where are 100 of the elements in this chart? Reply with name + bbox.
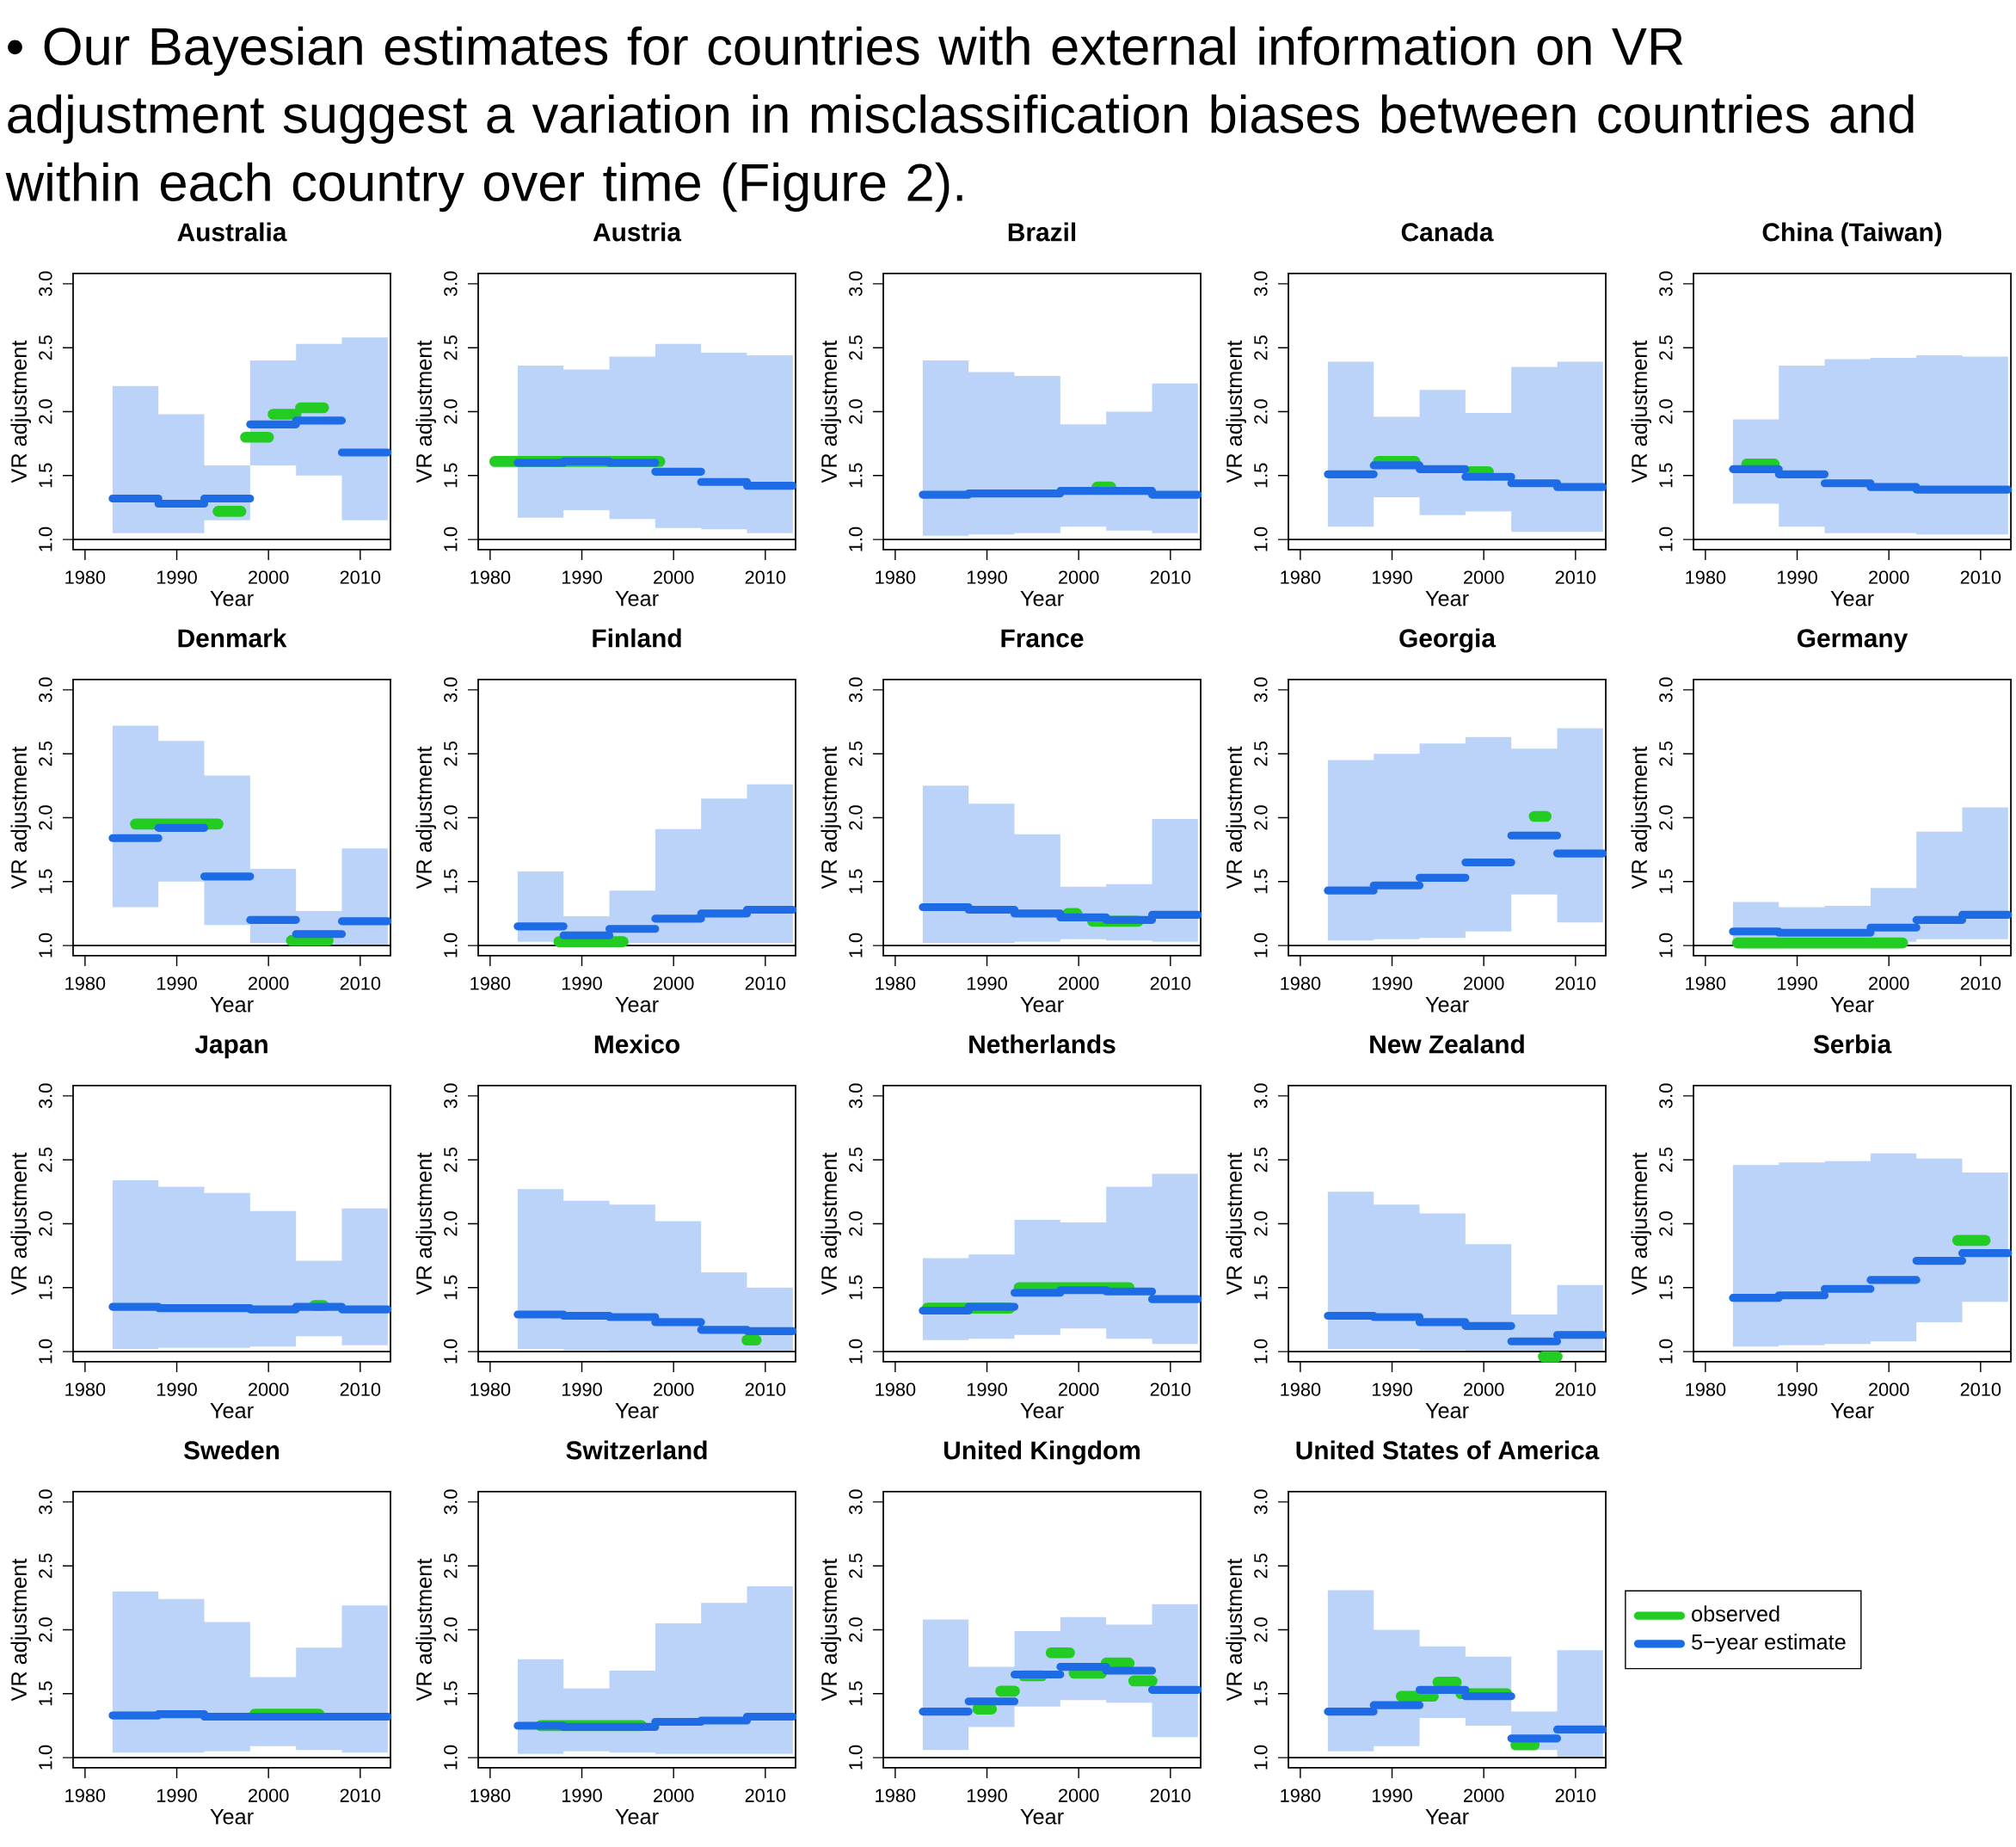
y-tick-label: 3.0 (39, 677, 52, 703)
chart-title: Austria (593, 222, 682, 242)
x-tick-label: 2000 (249, 1789, 289, 1802)
x-tick-label: 2010 (745, 1789, 786, 1802)
y-tick-label: 1.0 (444, 526, 458, 551)
y-axis-title: VR adjustment (1226, 340, 1247, 483)
y-tick-label: 1.5 (39, 1275, 52, 1300)
y-axis-title: VR adjustment (415, 746, 437, 890)
y-axis-title: VR adjustment (1226, 1152, 1247, 1296)
x-tick-label: 1990 (562, 1789, 602, 1802)
y-tick-label: 1.5 (1254, 1275, 1268, 1300)
x-tick-label: 1990 (967, 570, 1007, 584)
chart-title: China (Taiwan) (1762, 222, 1942, 247)
y-axis-title: VR adjustment (10, 1152, 32, 1296)
y-axis-title: VR adjustment (415, 340, 437, 483)
x-tick-label: 1990 (1777, 1382, 1817, 1396)
x-axis-title: Year (615, 1402, 659, 1419)
y-tick-label: 1.0 (39, 526, 52, 551)
y-tick-label: 1.0 (849, 933, 863, 957)
y-tick-label: 3.0 (1659, 1083, 1673, 1109)
y-axis-title: VR adjustment (821, 1152, 842, 1296)
y-tick-label: 1.0 (1659, 933, 1673, 957)
y-tick-label: 1.5 (1254, 1681, 1268, 1706)
y-tick-label: 2.0 (1254, 1211, 1268, 1236)
y-tick-label: 1.0 (1254, 1745, 1268, 1770)
y-tick-label: 2.5 (849, 741, 863, 767)
y-axis-title: VR adjustment (10, 746, 32, 890)
x-tick-label: 1980 (1281, 1789, 1321, 1802)
y-tick-label: 3.0 (39, 271, 52, 297)
x-axis-title: Year (210, 590, 254, 606)
x-tick-label: 1990 (157, 570, 197, 584)
x-axis-title: Year (1830, 1402, 1874, 1419)
x-tick-label: 1980 (1281, 1382, 1321, 1396)
y-tick-label: 3.0 (444, 1083, 458, 1109)
y-axis-title: VR adjustment (821, 340, 842, 483)
y-tick-label: 1.0 (444, 933, 458, 957)
x-tick-label: 2000 (1464, 976, 1504, 990)
y-axis-title: VR adjustment (10, 1558, 32, 1702)
x-tick-label: 1990 (1372, 1789, 1412, 1802)
chart-title: Germany (1797, 629, 1908, 653)
y-tick-label: 2.5 (39, 1553, 52, 1579)
x-tick-label: 2000 (1464, 570, 1504, 584)
y-tick-label: 2.5 (1254, 741, 1268, 767)
y-tick-label: 1.0 (1254, 526, 1268, 551)
x-tick-label: 2000 (1869, 570, 1909, 584)
y-tick-label: 2.0 (849, 1617, 863, 1642)
x-tick-label: 1980 (470, 1789, 511, 1802)
y-tick-label: 3.0 (1254, 677, 1268, 703)
x-tick-label: 1980 (65, 1382, 106, 1396)
x-axis-title: Year (1425, 996, 1469, 1013)
y-tick-label: 2.5 (1254, 335, 1268, 360)
text: • Our Bayesian estimates for countries with external information on VR adjustment suggest a variation in misclassification biases between countries and within each country over time (Figure 2). (5, 26, 1914, 212)
y-tick-label: 2.0 (39, 805, 52, 830)
x-tick-label: 2000 (249, 1382, 289, 1396)
y-tick-label: 3.0 (849, 1489, 863, 1515)
y-tick-label: 2.5 (444, 1553, 458, 1579)
chart-title: New Zealand (1370, 1034, 1524, 1054)
y-tick-label: 1.0 (39, 1339, 52, 1364)
y-tick-label: 1.0 (1659, 1339, 1673, 1364)
x-axis-title: Year (1425, 590, 1469, 606)
x-tick-label: 1980 (876, 570, 916, 584)
y-tick-label: 2.5 (444, 741, 458, 767)
y-tick-label: 2.5 (1659, 1147, 1673, 1173)
chart-title: United Kingdom (944, 1440, 1140, 1465)
y-tick-label: 1.5 (39, 463, 52, 488)
x-tick-label: 1990 (967, 1382, 1007, 1396)
x-tick-label: 2010 (745, 570, 786, 584)
x-axis-title: Year (210, 1402, 254, 1419)
y-tick-label: 2.5 (849, 1553, 863, 1579)
x-tick-label: 2010 (1960, 1382, 2001, 1396)
y-tick-label: 2.0 (39, 1211, 52, 1236)
y-tick-label: 1.0 (1659, 526, 1673, 551)
x-tick-label: 1990 (157, 976, 197, 990)
y-tick-label: 3.0 (849, 1083, 863, 1109)
x-axis-title: Year (1020, 1402, 1064, 1419)
x-tick-label: 1990 (967, 976, 1007, 990)
y-tick-label: 1.0 (444, 1339, 458, 1364)
y-tick-label: 2.0 (1254, 805, 1268, 830)
y-tick-label: 1.5 (39, 1681, 52, 1706)
y-tick-label: 1.5 (1659, 869, 1673, 894)
x-tick-label: 1980 (470, 976, 511, 990)
y-tick-label: 1.5 (444, 1681, 458, 1706)
x-tick-label: 2000 (1059, 1382, 1099, 1396)
chart-title: Sweden (183, 1440, 280, 1460)
x-tick-label: 1980 (1686, 1382, 1726, 1396)
y-tick-label: 2.0 (1659, 1211, 1673, 1236)
y-tick-label: 2.5 (444, 1147, 458, 1173)
x-tick-label: 2000 (654, 570, 694, 584)
x-tick-label: 2010 (1960, 570, 2001, 584)
y-tick-label: 2.0 (1659, 805, 1673, 830)
x-axis-title: Year (615, 996, 659, 1013)
y-axis-title: VR adjustment (821, 1558, 842, 1702)
y-tick-label: 2.5 (1659, 741, 1673, 767)
x-axis-title: Year (210, 996, 254, 1013)
y-tick-label: 1.5 (849, 1681, 863, 1706)
y-tick-label: 2.0 (849, 1211, 863, 1236)
y-tick-label: 2.5 (39, 741, 52, 767)
y-axis-title: VR adjustment (1226, 1558, 1247, 1702)
y-tick-label: 2.5 (444, 335, 458, 360)
y-tick-label: 1.5 (444, 463, 458, 488)
